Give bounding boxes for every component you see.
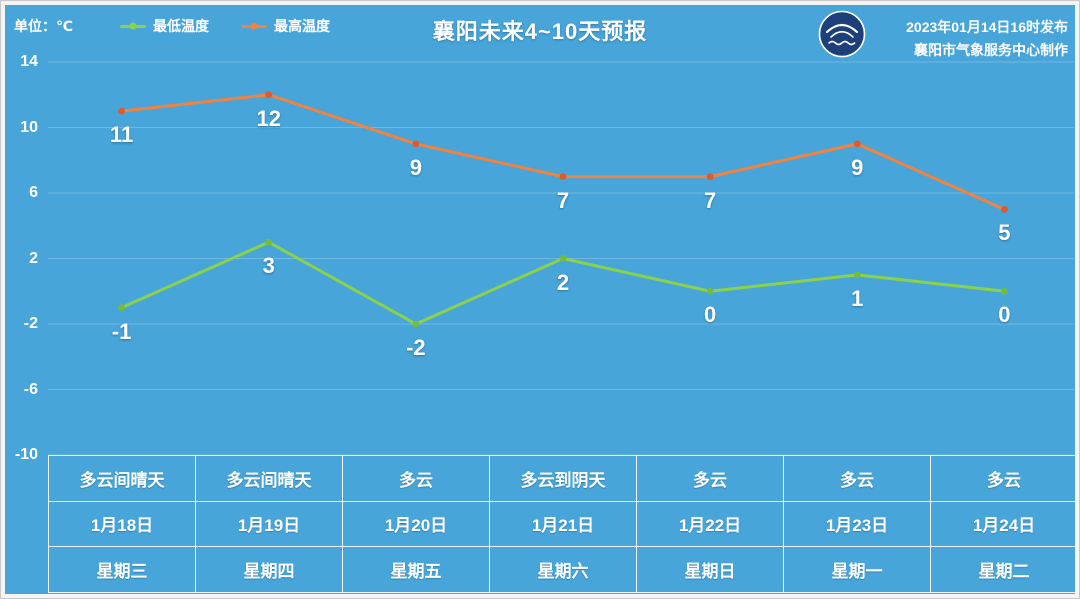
max-temp-value-label: 7 bbox=[556, 187, 570, 213]
min-temp-marker bbox=[265, 238, 273, 246]
max-temp-marker bbox=[265, 91, 273, 99]
table-cell-condition: 多云 bbox=[343, 456, 490, 502]
producer-credit: 襄阳市气象服务中心制作 bbox=[914, 42, 1068, 58]
max-temp-marker bbox=[412, 140, 420, 148]
y-axis-tick: -10 bbox=[14, 446, 38, 463]
table-cell-date: 1月19日 bbox=[196, 501, 343, 548]
table-cell-condition: 多云 bbox=[931, 456, 1078, 502]
table-cell-weekday: 星期三 bbox=[49, 547, 196, 593]
max-temp-value-label: 12 bbox=[256, 105, 281, 131]
table-cell-date: 1月22日 bbox=[637, 501, 784, 548]
max-temp-marker bbox=[559, 173, 567, 181]
unit-label: 单位：℃ bbox=[14, 18, 73, 34]
y-axis-tick: 10 bbox=[20, 118, 38, 136]
min-temp-legend-marker-icon bbox=[120, 22, 146, 30]
forecast-table: 多云间晴天 多云间晴天 多云 多云到阴天 多云 多云 多云 1月18日 1月19日 1月20日 1月… bbox=[48, 455, 1078, 593]
table-cell-date: 1月21日 bbox=[490, 501, 637, 548]
min-temp-value-label: 3 bbox=[262, 253, 275, 279]
table-cell-weekday: 星期一 bbox=[784, 547, 931, 593]
table-cell-weekday: 星期日 bbox=[637, 547, 784, 593]
max-temp-legend-marker-icon bbox=[241, 22, 267, 30]
min-temp-value-label: -2 bbox=[406, 335, 426, 360]
legend-item-max-temp: 最高温度 bbox=[241, 16, 330, 36]
table-cell-condition: 多云 bbox=[784, 456, 931, 502]
min-temp-marker bbox=[853, 271, 861, 279]
table-cell-date: 1月23日 bbox=[784, 501, 931, 548]
min-temp-marker bbox=[559, 255, 567, 262]
min-temp-marker bbox=[1001, 287, 1008, 295]
table-cell-date: 1月24日 bbox=[931, 501, 1078, 548]
min-temp-value-label: 0 bbox=[704, 302, 717, 328]
y-axis-tick: 2 bbox=[29, 249, 38, 267]
max-temp-marker bbox=[853, 140, 861, 148]
y-axis-tick: 6 bbox=[29, 184, 38, 201]
table-cell-date: 1月20日 bbox=[343, 501, 490, 548]
max-temp-marker bbox=[1001, 205, 1008, 213]
max-temp-value-label: 11 bbox=[109, 122, 134, 148]
release-datetime: 2023年01月14日16时发布 bbox=[906, 19, 1068, 35]
page-title: 襄阳未来4~10天预报 bbox=[432, 19, 648, 44]
min-temp-value-label: 1 bbox=[851, 285, 864, 311]
table-cell-weekday: 星期四 bbox=[196, 547, 343, 593]
legend-label: 最高温度 bbox=[274, 18, 330, 34]
release-info: 2023年01月14日16时发布 襄阳市气象服务中心制作 bbox=[906, 16, 1068, 62]
table-cell-condition: 多云间晴天 bbox=[49, 456, 196, 502]
legend-item-min-temp: 最低温度 bbox=[120, 16, 209, 36]
max-temp-value-label: 5 bbox=[998, 220, 1011, 246]
table-cell-weekday: 星期五 bbox=[343, 547, 490, 593]
weather-bureau-logo-icon bbox=[818, 10, 866, 58]
max-temp-marker bbox=[118, 107, 125, 115]
table-cell-date: 1月18日 bbox=[49, 501, 196, 548]
min-temp-marker bbox=[118, 304, 125, 312]
max-temp-value-label: 9 bbox=[851, 154, 864, 180]
min-temp-marker bbox=[412, 320, 420, 328]
min-temp-marker bbox=[706, 287, 714, 295]
max-temp-marker bbox=[706, 173, 714, 181]
min-temp-value-label: 2 bbox=[556, 269, 570, 295]
min-temp-value-label: 0 bbox=[998, 302, 1011, 328]
legend-label: 最低温度 bbox=[153, 18, 209, 34]
y-axis-tick: -2 bbox=[23, 315, 38, 332]
table-cell-weekday: 星期二 bbox=[931, 547, 1078, 593]
max-temp-value-label: 7 bbox=[704, 187, 717, 213]
y-axis-tick: -6 bbox=[23, 380, 38, 398]
table-cell-condition: 多云间晴天 bbox=[196, 456, 343, 502]
max-temp-value-label: 9 bbox=[409, 154, 422, 180]
table-cell-condition: 多云到阴天 bbox=[490, 456, 637, 502]
table-cell-condition: 多云 bbox=[637, 456, 784, 502]
y-axis-tick: 14 bbox=[20, 53, 38, 70]
chart-legend: 最低温度 最高温度 bbox=[120, 16, 330, 36]
min-temp-value-label: -1 bbox=[111, 318, 132, 344]
table-cell-weekday: 星期六 bbox=[490, 547, 637, 593]
